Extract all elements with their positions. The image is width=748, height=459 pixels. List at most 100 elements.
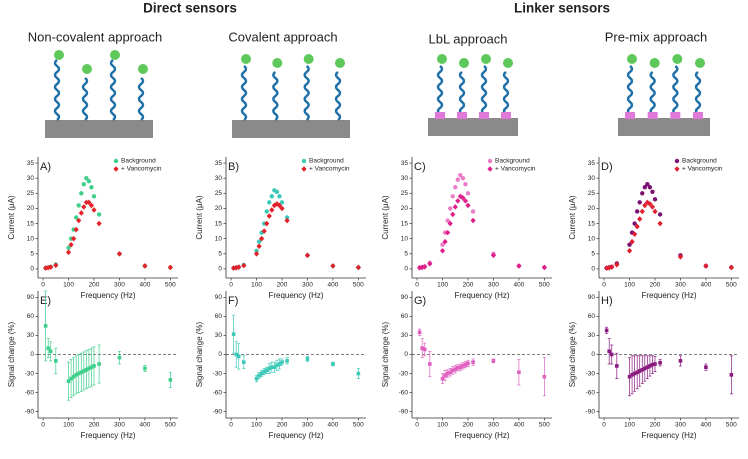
x-tick-label: 0: [415, 422, 419, 429]
point: [241, 262, 247, 269]
point: [645, 365, 650, 369]
point: [427, 260, 433, 267]
substrate: [45, 120, 153, 138]
point: [96, 220, 102, 227]
point: [463, 182, 468, 187]
y-tick-label: 10: [215, 235, 223, 242]
substrate: [232, 120, 350, 138]
panel-label: D): [601, 161, 613, 173]
point: [81, 204, 87, 210]
y-tick-label: 35: [27, 160, 35, 167]
legend-label: Background: [682, 158, 717, 165]
y-axis-label: Signal change (%): [195, 321, 204, 387]
point: [276, 202, 283, 209]
x-tick-label: 500: [726, 282, 737, 289]
legend-marker: [301, 166, 307, 172]
point: [440, 376, 445, 381]
y-tick-label: 30: [27, 175, 35, 182]
point: [242, 360, 246, 364]
point: [48, 349, 53, 354]
point: [261, 228, 267, 234]
point: [652, 197, 658, 202]
x-axis-label: Frequency (Hz): [454, 291, 509, 300]
x-tick-label: 400: [139, 422, 150, 429]
redox-label: [335, 58, 345, 68]
approach-title: Non-covalent approach: [28, 29, 162, 44]
point: [256, 243, 262, 250]
point: [116, 251, 123, 257]
x-tick-label: 500: [353, 422, 364, 429]
legend-label: + Vancomycin: [682, 166, 723, 173]
point: [442, 238, 448, 245]
point: [117, 355, 122, 360]
point: [516, 263, 522, 269]
redox-label: [437, 54, 447, 64]
point: [92, 364, 96, 368]
x-tick-label: 300: [302, 282, 313, 289]
point: [277, 194, 282, 199]
point: [635, 370, 639, 375]
point: [658, 360, 662, 365]
point: [65, 249, 72, 256]
point: [629, 238, 635, 245]
point: [448, 370, 452, 375]
redox-label: [110, 50, 120, 60]
point: [73, 215, 79, 220]
linker: [479, 112, 489, 119]
point: [729, 373, 734, 377]
point: [455, 198, 461, 204]
point: [43, 324, 48, 328]
y-tick-label: 90: [588, 294, 596, 301]
point: [264, 209, 269, 214]
y-tick-label: 35: [588, 160, 596, 167]
point: [68, 241, 74, 248]
point: [604, 265, 610, 271]
point: [259, 235, 265, 242]
point: [257, 373, 261, 378]
x-tick-label: 0: [602, 422, 606, 429]
point: [461, 364, 465, 368]
point: [657, 212, 663, 217]
point: [470, 209, 476, 214]
point: [262, 369, 266, 374]
y-axis-label: Signal change (%): [7, 321, 16, 387]
point: [614, 261, 620, 268]
x-tick-label: 0: [602, 282, 606, 289]
point: [254, 248, 259, 253]
point: [91, 207, 97, 213]
y-tick-label: 10: [27, 235, 35, 242]
point: [264, 368, 269, 373]
point: [284, 215, 290, 220]
redox-label: [241, 54, 251, 64]
point: [637, 369, 642, 373]
y-tick-label: 5: [30, 251, 34, 258]
point: [74, 373, 78, 377]
x-axis-label: Frequency (Hz): [80, 431, 135, 440]
y-tick-label: 30: [401, 332, 409, 339]
y-tick-label: -30: [25, 370, 35, 377]
point: [460, 175, 466, 181]
strand: [303, 65, 310, 121]
point: [96, 212, 102, 217]
y-tick-label: -30: [399, 370, 409, 377]
point: [76, 371, 81, 376]
strand: [81, 77, 89, 121]
point: [443, 373, 447, 378]
point: [79, 370, 84, 375]
point: [465, 202, 471, 209]
point: [450, 368, 455, 373]
strand: [334, 71, 342, 121]
legend-marker: [113, 166, 119, 172]
x-tick-label: 400: [513, 422, 524, 429]
y-tick-label: 0: [404, 351, 408, 358]
point: [465, 191, 471, 196]
point: [277, 362, 282, 366]
legend-marker: [487, 158, 493, 164]
y-tick-label: 0: [591, 266, 595, 273]
x-tick-label: 500: [539, 282, 550, 289]
y-tick-label: 20: [588, 205, 596, 212]
y-tick-label: 15: [27, 220, 35, 227]
approach-title: LbL approach: [428, 31, 507, 46]
x-tick-label: 400: [700, 282, 711, 289]
